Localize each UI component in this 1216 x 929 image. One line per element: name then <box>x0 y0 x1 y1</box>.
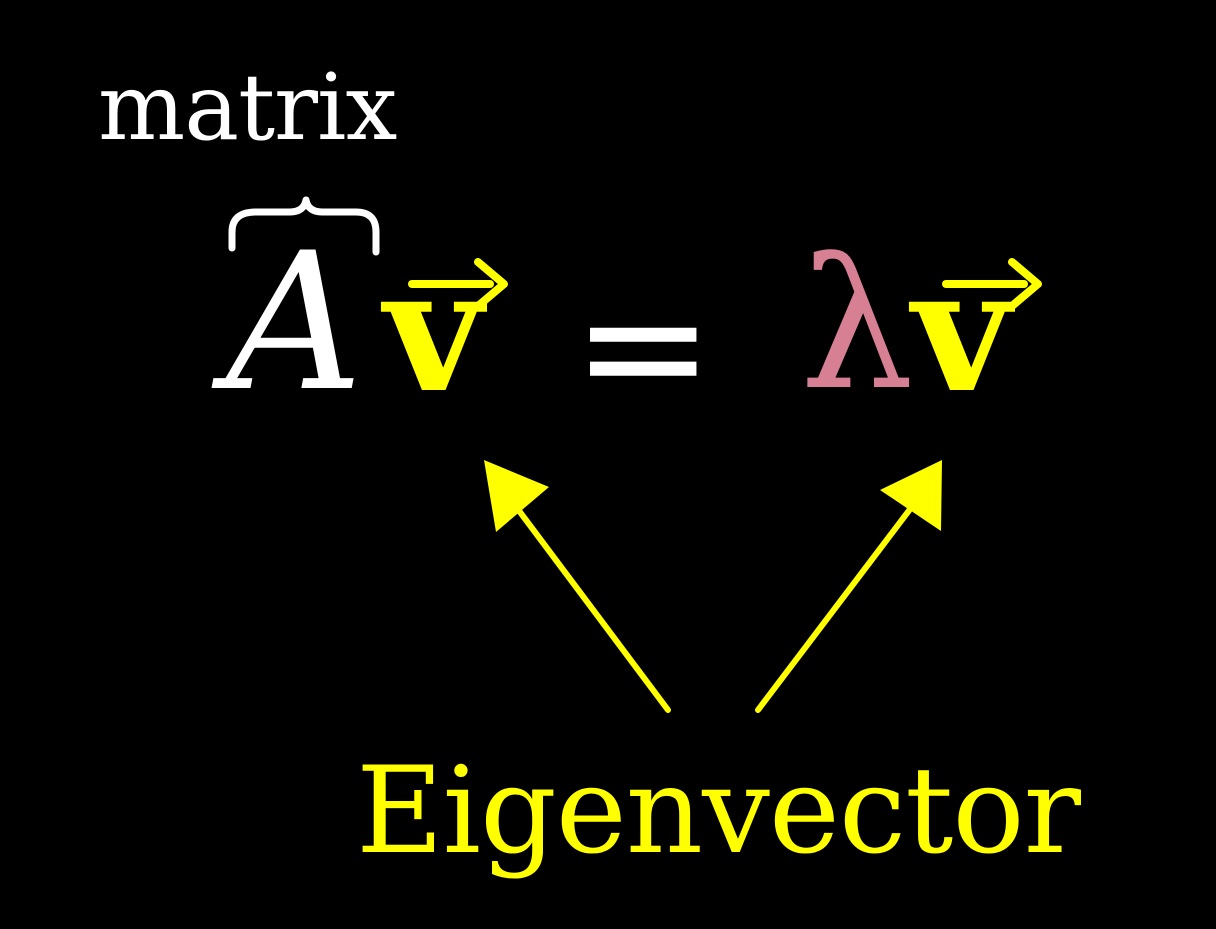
vector-symbol-left: v <box>384 231 483 431</box>
pointer-arrow-icon <box>755 460 942 713</box>
equals-sign: = <box>572 248 715 446</box>
eigenvector-label: Eigenvector <box>356 742 1081 881</box>
pointer-arrow-icon <box>484 460 671 713</box>
eigenvalue-symbol: λ <box>800 221 915 430</box>
vector-arrow-icon <box>942 258 1042 310</box>
matrix-symbol: A <box>226 212 364 433</box>
vector-symbol-right: v <box>912 231 1011 431</box>
overbrace-icon <box>228 196 380 256</box>
vector-arrow-icon <box>408 258 508 310</box>
matrix-label: matrix <box>98 54 397 161</box>
